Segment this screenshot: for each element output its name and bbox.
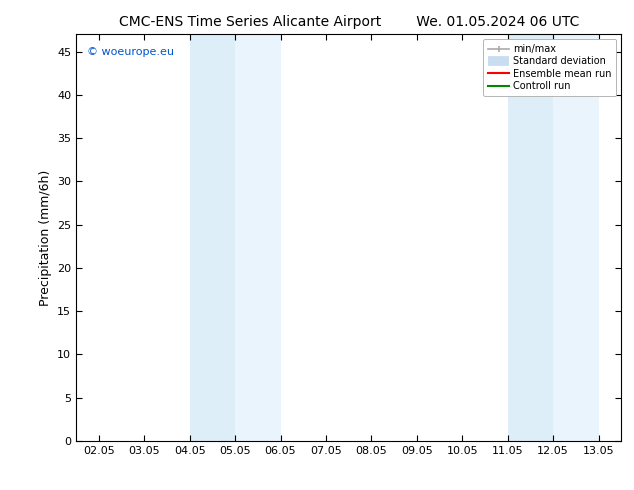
Bar <box>508 34 553 441</box>
Bar <box>190 34 235 441</box>
Y-axis label: Precipitation (mm/6h): Precipitation (mm/6h) <box>39 170 51 306</box>
Title: CMC-ENS Time Series Alicante Airport        We. 01.05.2024 06 UTC: CMC-ENS Time Series Alicante Airport We.… <box>119 15 579 29</box>
Text: © woeurope.eu: © woeurope.eu <box>87 47 174 56</box>
Legend: min/max, Standard deviation, Ensemble mean run, Controll run: min/max, Standard deviation, Ensemble me… <box>483 39 616 96</box>
Bar <box>553 34 598 441</box>
Bar <box>235 34 280 441</box>
